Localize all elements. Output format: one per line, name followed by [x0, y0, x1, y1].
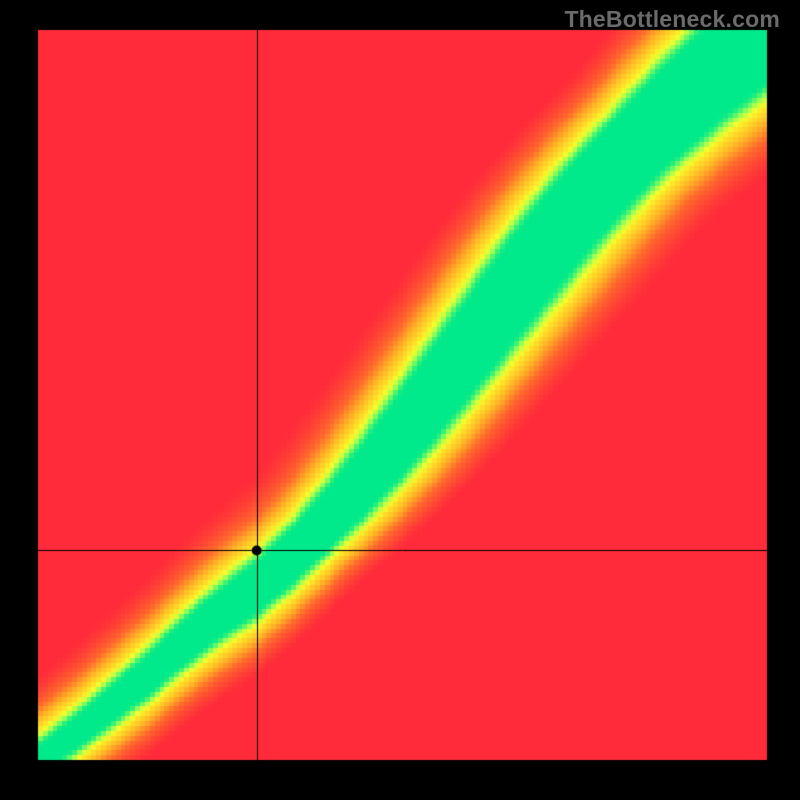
watermark-text: TheBottleneck.com: [564, 6, 780, 33]
bottleneck-heatmap: [0, 0, 800, 800]
